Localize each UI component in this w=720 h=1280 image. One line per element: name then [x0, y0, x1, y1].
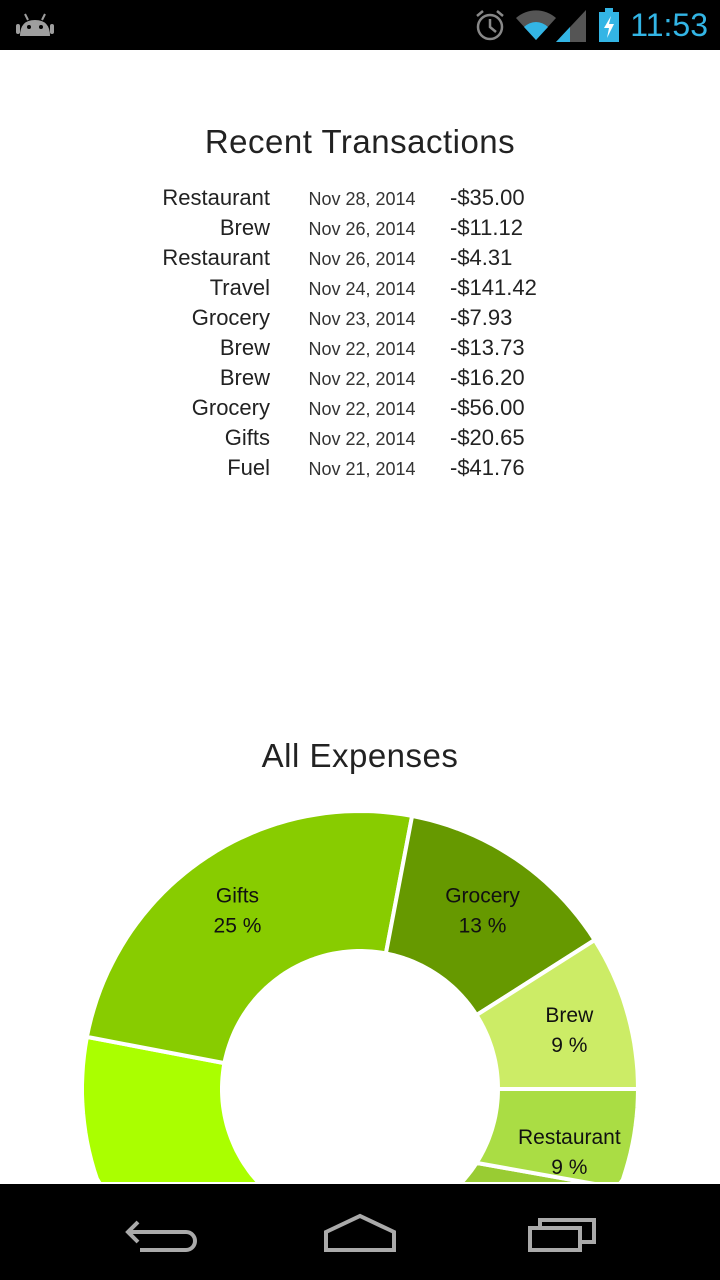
- expenses-title: All Expenses: [261, 737, 459, 774]
- transaction-category: Brew: [219, 215, 270, 240]
- pie-label: Brew: [545, 1004, 594, 1027]
- status-bar: 11:53: [0, 0, 720, 50]
- transaction-category: Brew: [219, 365, 270, 390]
- transaction-date: Nov 26, 2014: [308, 219, 416, 239]
- transaction-row[interactable]: Gifts Nov 22, 2014 -$20.65: [0, 424, 720, 454]
- transaction-amount: -$4.31: [450, 245, 513, 270]
- status-time: 11:53: [630, 7, 708, 43]
- transaction-amount: -$41.76: [450, 455, 525, 480]
- transaction-row[interactable]: Restaurant Nov 28, 2014 -$35.00: [0, 184, 720, 214]
- main-content[interactable]: Recent Transactions Restaurant Nov 28, 20…: [0, 50, 720, 1184]
- pie-slice-grocery[interactable]: [383, 813, 597, 1018]
- transaction-amount: -$35.00: [450, 185, 525, 210]
- transaction-category: Fuel: [227, 455, 270, 480]
- transaction-date: Nov 26, 2014: [308, 249, 416, 269]
- transaction-date: Nov 21, 2014: [308, 459, 416, 479]
- transaction-date: Nov 22, 2014: [308, 429, 416, 449]
- wifi-icon: [516, 10, 557, 40]
- transaction-category: Travel: [209, 275, 270, 300]
- transaction-category: Restaurant: [162, 185, 270, 210]
- transaction-amount: -$56.00: [450, 395, 525, 420]
- transaction-row[interactable]: Restaurant Nov 26, 2014 -$4.31: [0, 244, 720, 274]
- transaction-category: Brew: [219, 335, 270, 360]
- transaction-row[interactable]: Brew Nov 26, 2014 -$11.12: [0, 214, 720, 244]
- transaction-date: Nov 28, 2014: [308, 189, 416, 209]
- pie-label: Restaurant: [518, 1126, 621, 1149]
- transaction-amount: -$16.20: [450, 365, 525, 390]
- pie-percent: 9 %: [551, 1034, 587, 1057]
- android-notification-icon: [16, 13, 54, 36]
- pie-slice-gifts[interactable]: [84, 809, 415, 1066]
- pie-percent: 25 %: [214, 915, 262, 938]
- transaction-row[interactable]: Brew Nov 22, 2014 -$16.20: [0, 364, 720, 394]
- transaction-amount: -$7.93: [450, 305, 513, 330]
- transaction-row[interactable]: Grocery Nov 23, 2014 -$7.93: [0, 304, 720, 334]
- pie-slice-unlabeled[interactable]: [421, 1160, 597, 1184]
- transaction-amount: -$20.65: [450, 425, 525, 450]
- pie-label: Gifts: [216, 885, 259, 908]
- transaction-amount: -$13.73: [450, 335, 525, 360]
- transaction-category: Restaurant: [162, 245, 270, 270]
- transaction-amount: -$11.12: [450, 215, 523, 240]
- transaction-date: Nov 24, 2014: [308, 279, 416, 299]
- pie-percent: 9 %: [551, 1156, 587, 1179]
- transaction-category: Gifts: [224, 425, 270, 450]
- transaction-category: Grocery: [191, 395, 270, 420]
- transaction-date: Nov 22, 2014: [308, 339, 416, 359]
- battery-charging-icon: [599, 8, 620, 42]
- transaction-row[interactable]: Travel Nov 24, 2014 -$141.42: [0, 274, 720, 304]
- transaction-date: Nov 22, 2014: [308, 399, 416, 419]
- alarm-icon: [476, 10, 505, 41]
- transaction-row[interactable]: Grocery Nov 22, 2014 -$56.00: [0, 394, 720, 424]
- transaction-row[interactable]: Brew Nov 22, 2014 -$13.73: [0, 334, 720, 364]
- transaction-date: Nov 22, 2014: [308, 369, 416, 389]
- pie-slice-brew[interactable]: [474, 938, 640, 1091]
- pie-slice-restaurant[interactable]: [474, 1087, 640, 1184]
- transaction-amount: -$141.42: [450, 275, 537, 300]
- recents-icon[interactable]: [510, 1204, 610, 1264]
- pie-slice-unlabeled[interactable]: [80, 1034, 491, 1184]
- navigation-bar: [0, 1184, 720, 1280]
- transaction-category: Grocery: [191, 305, 270, 330]
- home-icon[interactable]: [310, 1204, 410, 1264]
- pie-percent: 13 %: [459, 915, 507, 938]
- cell-signal-icon: [556, 10, 587, 42]
- back-icon[interactable]: [110, 1204, 210, 1264]
- transaction-date: Nov 23, 2014: [308, 309, 416, 329]
- transactions-title: Recent Transactions: [204, 123, 516, 160]
- pie-label: Grocery: [445, 885, 520, 908]
- transaction-row[interactable]: Fuel Nov 21, 2014 -$41.76: [0, 454, 720, 484]
